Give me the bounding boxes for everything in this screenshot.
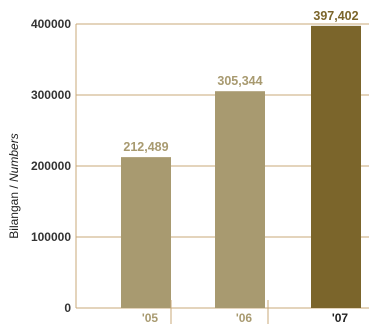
y-axis-label: Bilangan / Numbers bbox=[7, 133, 21, 238]
bar bbox=[215, 91, 265, 309]
y-tick-label: 100000 bbox=[31, 230, 71, 244]
y-tick-label: 300000 bbox=[31, 88, 71, 102]
y-tick-label: 200000 bbox=[31, 159, 71, 173]
y-tick-label: 0 bbox=[64, 301, 71, 315]
y-axis-ticks: 0 100000 200000 300000 400000 bbox=[31, 17, 71, 315]
data-label: 305,344 bbox=[217, 74, 262, 88]
y-tick-label: 400000 bbox=[31, 17, 71, 31]
bar bbox=[121, 157, 171, 308]
data-labels: 212,489 305,344 397,402 bbox=[123, 9, 358, 154]
bar bbox=[311, 25, 361, 309]
x-category-label: '05 bbox=[142, 311, 159, 324]
data-label: 212,489 bbox=[123, 140, 168, 154]
data-label: 397,402 bbox=[313, 9, 358, 23]
y-axis-label-main: Bilangan / bbox=[7, 182, 21, 239]
x-category-label: '06 bbox=[236, 311, 253, 324]
x-category-label: '07 bbox=[332, 311, 349, 324]
bars bbox=[121, 25, 361, 309]
y-axis-label-italic: Numbers bbox=[7, 133, 21, 182]
x-axis-categories: '05 '06 '07 bbox=[142, 300, 349, 324]
